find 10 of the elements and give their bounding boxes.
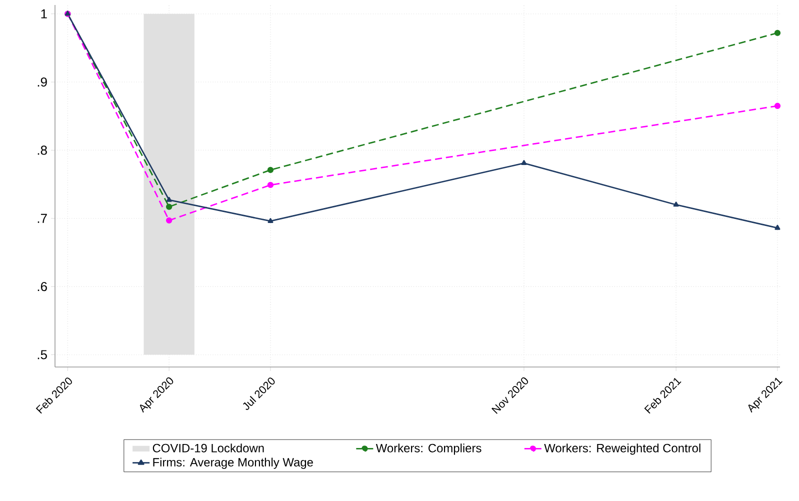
y-tick-label: .9 bbox=[38, 77, 47, 87]
y-tick-label: .8 bbox=[38, 146, 47, 155]
legend-label: COVID-19 Lockdown bbox=[152, 444, 264, 452]
legend-label: Firms: Average Monthly Wage bbox=[153, 458, 313, 469]
y-tick-label: .6 bbox=[38, 282, 47, 292]
y-tick-label: 1 bbox=[41, 9, 47, 18]
y-tick-label: .5 bbox=[38, 350, 47, 360]
legend-label: Workers: Compliers bbox=[376, 444, 482, 455]
legend-label: Workers: Reweighted Control bbox=[544, 444, 700, 455]
y-tick-label: .7 bbox=[38, 214, 47, 223]
